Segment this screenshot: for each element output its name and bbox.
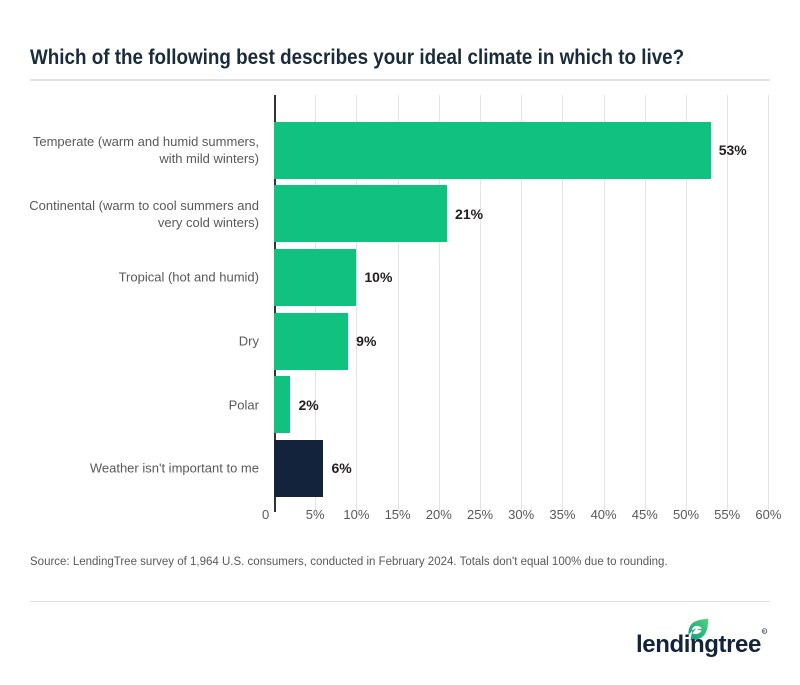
- svg-text:lendingtree: lendingtree: [636, 631, 761, 658]
